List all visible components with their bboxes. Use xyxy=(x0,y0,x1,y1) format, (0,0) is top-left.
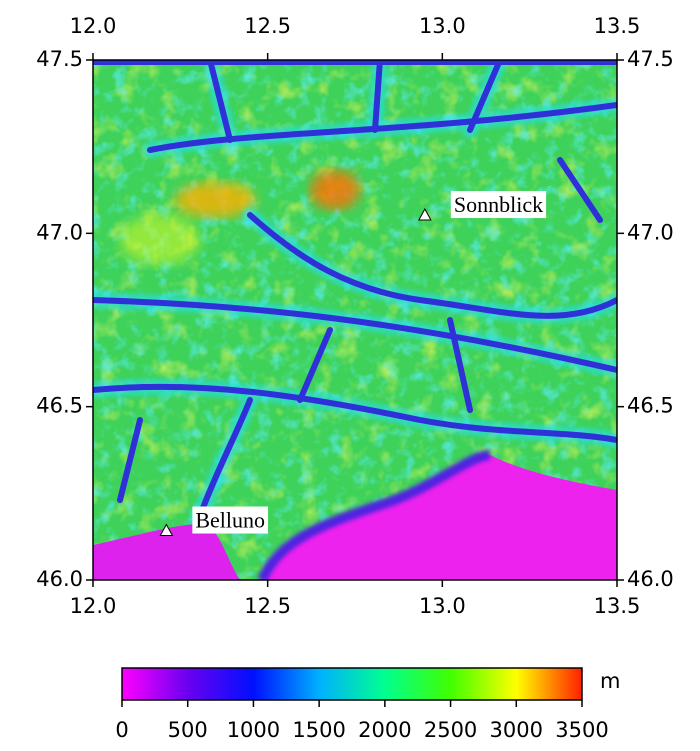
y-tick-label: 47.0 xyxy=(36,220,83,244)
x-tick-label: 12.5 xyxy=(244,594,291,618)
y-tick-label: 46.0 xyxy=(36,567,83,591)
x-tick-label: 12.0 xyxy=(70,14,117,38)
y-tick-label: 46.0 xyxy=(627,567,674,591)
colorbar xyxy=(121,667,583,701)
y-tick-label: 47.5 xyxy=(627,47,674,71)
colorbar-tick-label: 3000 xyxy=(490,718,543,742)
x-tick-label: 13.5 xyxy=(594,594,641,618)
colorbar-tick-label: 2000 xyxy=(358,718,411,742)
y-tick-label: 46.5 xyxy=(36,394,83,418)
station-label-box xyxy=(450,191,547,219)
colorbar-tick-label: 1000 xyxy=(227,718,280,742)
station-marker xyxy=(159,523,174,536)
map-frame xyxy=(92,59,618,581)
colorbar-tick-label: 2500 xyxy=(424,718,477,742)
y-tick-label: 47.5 xyxy=(36,47,83,71)
x-tick-label: 13.5 xyxy=(594,14,641,38)
x-tick-label: 13.0 xyxy=(419,14,466,38)
y-tick-label: 46.5 xyxy=(627,394,674,418)
terrain xyxy=(93,60,617,580)
colorbar-tick-label: 500 xyxy=(168,718,208,742)
x-tick-label: 12.0 xyxy=(70,594,117,618)
station-label-box xyxy=(192,506,269,534)
station-label: Belluno xyxy=(195,508,265,533)
colorbar-tick-label: 0 xyxy=(115,718,128,742)
y-tick-label: 47.0 xyxy=(627,220,674,244)
station-label: Sonnblick xyxy=(454,192,543,217)
colorbar-tick-label: 1500 xyxy=(292,718,345,742)
x-tick-label: 12.5 xyxy=(244,14,291,38)
x-tick-label: 13.0 xyxy=(419,594,466,618)
colorbar-tick-label: 3500 xyxy=(555,718,608,742)
station-marker xyxy=(418,207,432,221)
colorbar-unit: m xyxy=(600,669,620,693)
